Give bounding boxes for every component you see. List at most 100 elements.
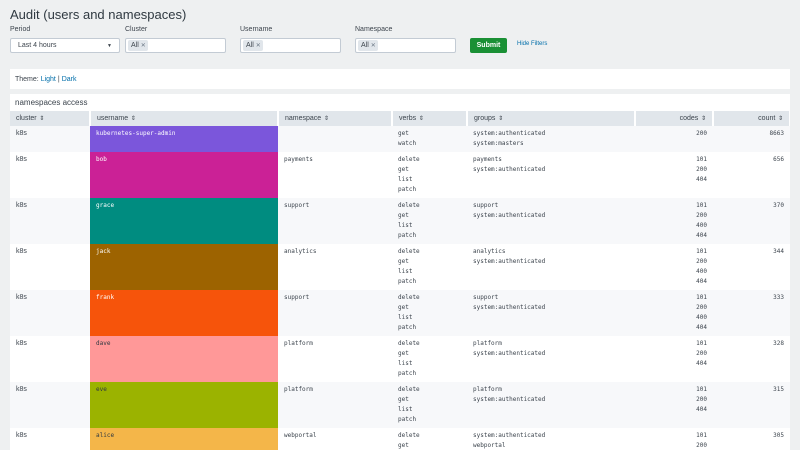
column-header-codes[interactable]: codes ⇕ [635, 111, 714, 126]
cell-username: frank [90, 290, 278, 336]
column-header-label: username [97, 115, 129, 122]
cell-namespace: payments [278, 152, 392, 198]
cell-verbs: delete get list patch [392, 290, 467, 336]
namespace-token: All ✕ [358, 40, 378, 51]
column-header-count[interactable]: count ⇕ [713, 111, 790, 126]
sort-icon[interactable]: ⇕ [322, 116, 329, 122]
cell-username: kubernetes-super-admin [90, 126, 278, 152]
table-row[interactable]: k8s dave platform delete get list patch platfor… [10, 336, 790, 382]
table-row[interactable]: k8s eve platform delete get list patch platform… [10, 382, 790, 428]
table-row[interactable]: k8s frank support delete get list patch support… [10, 290, 790, 336]
cell-username: grace [90, 198, 278, 244]
code-value: 200 [696, 166, 707, 173]
table-row[interactable]: k8s grace support delete get list patch support… [10, 198, 790, 244]
cluster-multiselect[interactable]: All ✕ [125, 38, 226, 53]
cell-verbs: get watch [392, 126, 467, 152]
code-value: 200 [696, 396, 707, 403]
sort-icon[interactable]: ⇕ [776, 116, 783, 122]
sort-icon[interactable]: ⇕ [37, 116, 45, 122]
sort-icon[interactable]: ⇕ [496, 116, 504, 122]
table-row[interactable]: k8s bob payments delete get list patch payments… [10, 152, 790, 198]
verb-value: delete [398, 340, 420, 347]
cell-namespace: analytics [278, 244, 392, 290]
column-header-label: count [758, 115, 776, 122]
theme-separator: | [57, 75, 60, 83]
code-value: 400 [696, 268, 707, 275]
period-label: Period [10, 26, 31, 33]
column-header-label: cluster [16, 115, 37, 122]
cell-namespace [278, 126, 392, 152]
verb-value: delete [398, 156, 420, 163]
code-value: 101 [696, 386, 707, 393]
close-icon[interactable]: ✕ [255, 43, 261, 49]
chevron-down-icon: ▼ [107, 42, 112, 49]
verb-value: list [398, 360, 413, 367]
cell-cluster: k8s [10, 198, 90, 244]
code-value: 200 [696, 130, 707, 137]
cell-groups: payments system:authenticated [467, 152, 635, 198]
cell-codes: 101 200 400 404 [635, 290, 713, 336]
cell-groups: system:authenticated system:masters [467, 126, 635, 152]
cell-codes: 101 200 400 404 [635, 198, 713, 244]
code-value: 200 [696, 304, 707, 311]
sort-icon[interactable]: ⇕ [699, 116, 706, 122]
column-header-username[interactable]: username ⇕ [90, 111, 279, 126]
group-value: system:authenticated [473, 130, 546, 137]
cell-cluster: k8s [10, 428, 90, 450]
sort-icon[interactable]: ⇕ [417, 116, 424, 122]
cluster-label: Cluster [125, 26, 148, 33]
cell-cluster: k8s [10, 152, 90, 198]
column-header-label: codes [679, 115, 699, 122]
username-multiselect[interactable]: All ✕ [240, 38, 341, 53]
namespaces-access-panel: namespaces access cluster ⇕ username ⇕ nam… [10, 94, 790, 450]
group-value: system:authenticated [473, 432, 546, 439]
hide-filters-link[interactable]: Hide Filters [517, 41, 548, 47]
table-row[interactable]: k8s kubernetes-super-admin get watch system:… [10, 126, 790, 152]
table-body: k8s kubernetes-super-admin get watch system:… [10, 126, 790, 450]
code-value: 101 [696, 432, 707, 439]
code-value: 404 [696, 360, 707, 367]
theme-dark-link[interactable]: Dark [61, 75, 77, 83]
table-row[interactable]: k8s alice webportal delete get system:authent… [10, 428, 790, 450]
verb-value: patch [398, 232, 417, 239]
group-value: system:authenticated [473, 166, 546, 173]
group-value: payments [473, 156, 502, 163]
code-value: 400 [696, 314, 707, 321]
namespace-multiselect[interactable]: All ✕ [355, 38, 456, 53]
submit-button[interactable]: Submit [470, 38, 507, 53]
column-header-verbs[interactable]: verbs ⇕ [392, 111, 468, 126]
theme-light-link[interactable]: Light [40, 75, 56, 83]
cell-namespace: platform [278, 382, 392, 428]
cell-codes: 101 200 404 [635, 382, 713, 428]
column-header-label: namespace [285, 115, 322, 122]
verb-value: patch [398, 324, 417, 331]
column-header-cluster[interactable]: cluster ⇕ [10, 111, 91, 126]
verb-value: delete [398, 248, 420, 255]
code-value: 101 [696, 340, 707, 347]
cell-count: 656 [713, 152, 790, 198]
cluster-token: All ✕ [128, 40, 148, 51]
cell-groups: platform system:authenticated [467, 382, 635, 428]
sort-icon[interactable]: ⇕ [129, 116, 136, 122]
table-row[interactable]: k8s jack analytics delete get list patch analyt… [10, 244, 790, 290]
code-value: 200 [696, 442, 707, 449]
period-dropdown[interactable]: Last 4 hours ▼ [10, 38, 120, 53]
cell-count: 315 [713, 382, 790, 428]
code-value: 404 [696, 324, 707, 331]
username-filter: Username All ✕ [240, 26, 341, 53]
code-value: 404 [696, 278, 707, 285]
cluster-token-label: All [131, 42, 139, 49]
cell-verbs: delete get list patch [392, 382, 467, 428]
close-icon[interactable]: ✕ [140, 43, 146, 49]
cell-groups: support system:authenticated [467, 290, 635, 336]
code-value: 200 [696, 258, 707, 265]
group-value: analytics [473, 248, 506, 255]
cell-groups: system:authenticated webportal [467, 428, 635, 450]
verb-value: list [398, 268, 413, 275]
verb-value: delete [398, 202, 420, 209]
verb-value: list [398, 176, 413, 183]
close-icon[interactable]: ✕ [370, 43, 376, 49]
column-header-groups[interactable]: groups ⇕ [467, 111, 636, 126]
column-header-namespace[interactable]: namespace ⇕ [278, 111, 393, 126]
cell-cluster: k8s [10, 126, 90, 152]
